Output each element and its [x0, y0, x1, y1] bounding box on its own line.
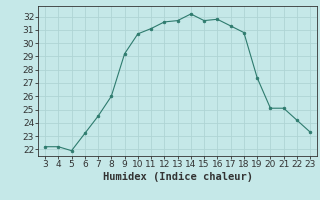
X-axis label: Humidex (Indice chaleur): Humidex (Indice chaleur) — [103, 172, 252, 182]
